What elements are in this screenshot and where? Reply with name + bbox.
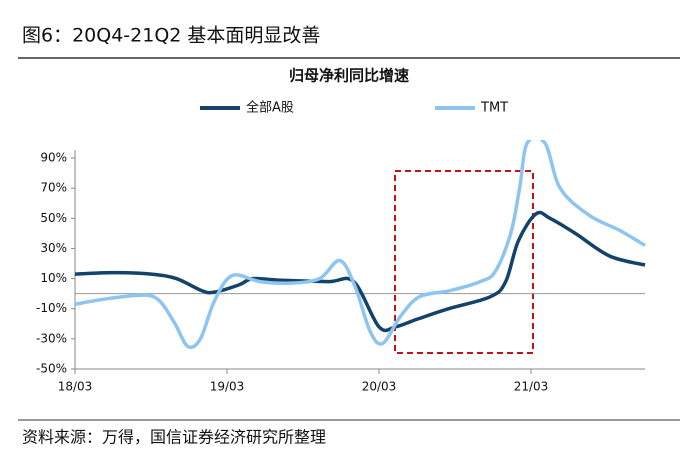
y-tick-label: -10% [36, 301, 67, 315]
y-tick-label: -30% [36, 331, 67, 345]
series-line [74, 140, 646, 350]
footer-source: 资料来源：万得，国信证券经济研究所整理 [22, 428, 326, 447]
y-tick-label: 90% [40, 151, 67, 165]
chart-title: 归母净利同比增速 [289, 67, 409, 85]
y-tick-label: 30% [40, 241, 67, 255]
x-tick-label: 18/03 [58, 380, 93, 394]
y-tick-label: 70% [40, 181, 67, 195]
legend-label: TMT [480, 101, 508, 116]
header-title: 图6：20Q4-21Q2 基本面明显改善 [22, 25, 320, 47]
y-tick-label: 10% [40, 271, 67, 285]
x-tick-label: 19/03 [210, 380, 245, 394]
y-tick-label: 50% [40, 211, 67, 225]
y-tick-label: -50% [36, 362, 67, 376]
legend-label: 全部A股 [246, 100, 294, 116]
x-tick-label: 21/03 [514, 380, 549, 394]
plot [74, 140, 646, 350]
series-line [74, 210, 646, 333]
x-tick-label: 20/03 [362, 380, 397, 394]
